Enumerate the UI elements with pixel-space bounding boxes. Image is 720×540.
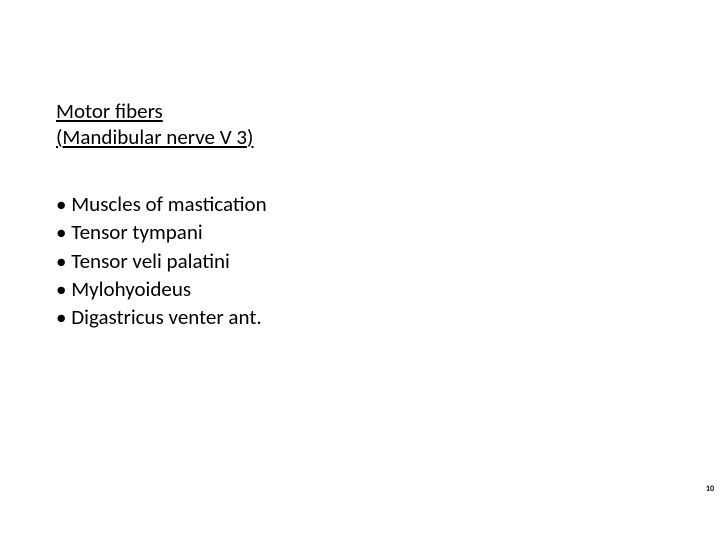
page-number: 10 — [706, 484, 714, 494]
list-item-label: Mylohyoideus — [71, 276, 191, 302]
slide-heading: Motor fibers (Mandibular nerve V 3) — [56, 98, 253, 151]
slide: Motor fibers (Mandibular nerve V 3) • Mu… — [0, 0, 720, 540]
list-item: • Digastricus venter ant. — [56, 303, 267, 331]
heading-line-1: Motor fibers — [56, 98, 253, 124]
list-item: • Tensor tympani — [56, 218, 267, 246]
list-item: • Mylohyoideus — [56, 275, 267, 303]
list-item-label: Tensor veli palatini — [71, 248, 230, 274]
list-item: • Tensor veli palatini — [56, 247, 267, 275]
list-item-label: Tensor tympani — [71, 219, 202, 245]
list-item-label: Digastricus venter ant. — [71, 304, 261, 330]
list-item: • Muscles of mastication — [56, 190, 267, 218]
list-item-label: Muscles of mastication — [71, 191, 266, 217]
bullet-list: • Muscles of mastication • Tensor tympan… — [56, 190, 267, 332]
heading-line-2: (Mandibular nerve V 3) — [56, 124, 253, 150]
